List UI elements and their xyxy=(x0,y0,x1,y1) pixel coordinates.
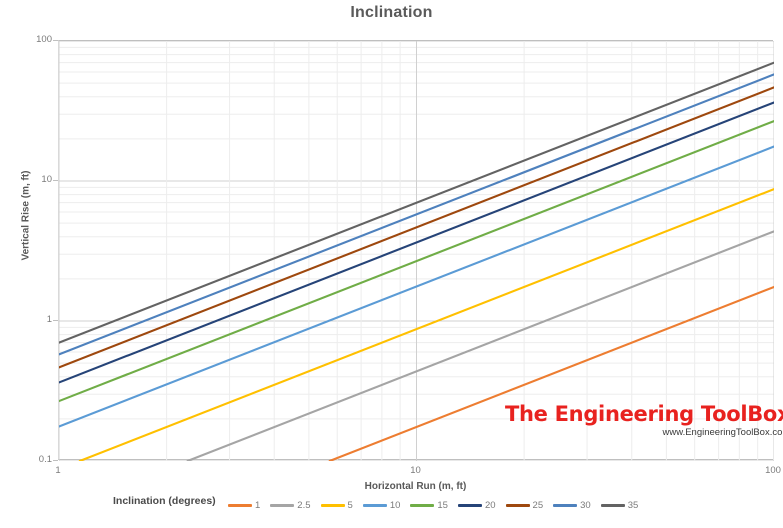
legend-swatch-icon xyxy=(320,504,345,507)
legend-item-label: 10 xyxy=(389,500,401,511)
series-line-35 xyxy=(59,61,774,344)
legend-item-35[interactable]: 35 xyxy=(600,500,639,511)
page-title: Inclination xyxy=(350,4,433,21)
y-tick-label: 10 xyxy=(6,174,58,185)
x-tick-label: 100 xyxy=(765,465,781,476)
legend-item-20[interactable]: 20 xyxy=(457,500,496,511)
y-tick-label: 100 xyxy=(6,34,58,45)
y-tick-mark xyxy=(53,179,58,181)
y-tick-label: 1 xyxy=(6,314,58,325)
legend-item-label: 35 xyxy=(627,500,639,511)
legend-swatch-icon xyxy=(362,504,387,507)
legend-item-10[interactable]: 10 xyxy=(362,500,401,511)
series-line-25 xyxy=(59,86,774,369)
legend-title: Inclination (degrees) xyxy=(113,495,216,507)
series-line-5 xyxy=(78,188,774,461)
legend-items: 1 2.5 5 10 15 20 25 30 35 xyxy=(228,500,638,511)
legend-swatch-icon xyxy=(505,504,530,507)
plot-canvas xyxy=(59,41,774,461)
series-line-1 xyxy=(328,285,774,461)
legend-item-30[interactable]: 30 xyxy=(553,500,591,511)
legend-swatch-icon xyxy=(228,504,252,507)
series-line-20 xyxy=(59,101,774,384)
legend-item-1[interactable]: 1 xyxy=(228,500,260,511)
series-lines xyxy=(59,61,774,461)
legend-item-2.5[interactable]: 2.5 xyxy=(270,500,311,511)
legend-item-label: 20 xyxy=(484,500,496,511)
legend-item-5[interactable]: 5 xyxy=(320,500,353,511)
legend-swatch-icon xyxy=(410,504,435,507)
y-axis-title: Vertical Rise (m, ft) xyxy=(20,170,32,261)
legend-swatch-icon xyxy=(457,504,482,507)
series-line-30 xyxy=(59,73,774,356)
legend-item-label: 1 xyxy=(255,500,261,511)
y-tick-mark xyxy=(53,459,58,461)
x-axis-title: Horizontal Run (m, ft) xyxy=(364,481,467,492)
legend-swatch-icon xyxy=(553,504,578,507)
series-line-10 xyxy=(59,145,774,428)
legend-swatch-icon xyxy=(270,504,295,507)
y-tick-mark xyxy=(53,319,58,321)
y-tick-mark xyxy=(53,39,58,41)
x-tick-label: 10 xyxy=(410,465,421,476)
legend-item-label: 25 xyxy=(532,500,544,511)
legend-swatch-icon xyxy=(600,504,625,507)
legend: Inclination (degrees) 1 2.5 5 10 15 20 25 30 35 xyxy=(0,494,783,528)
legend-item-25[interactable]: 25 xyxy=(505,500,544,511)
legend-item-label: 30 xyxy=(580,500,591,511)
legend-item-label: 2.5 xyxy=(297,500,311,511)
legend-item-label: 15 xyxy=(437,500,448,511)
legend-item-15[interactable]: 15 xyxy=(410,500,448,511)
x-tick-label: 1 xyxy=(55,465,61,476)
series-line-15 xyxy=(59,120,774,403)
series-line-2.5 xyxy=(186,230,774,461)
legend-item-label: 5 xyxy=(347,500,353,511)
y-tick-label: 0.1 xyxy=(6,454,58,465)
gridlines xyxy=(59,41,774,461)
plot-area xyxy=(58,40,774,461)
